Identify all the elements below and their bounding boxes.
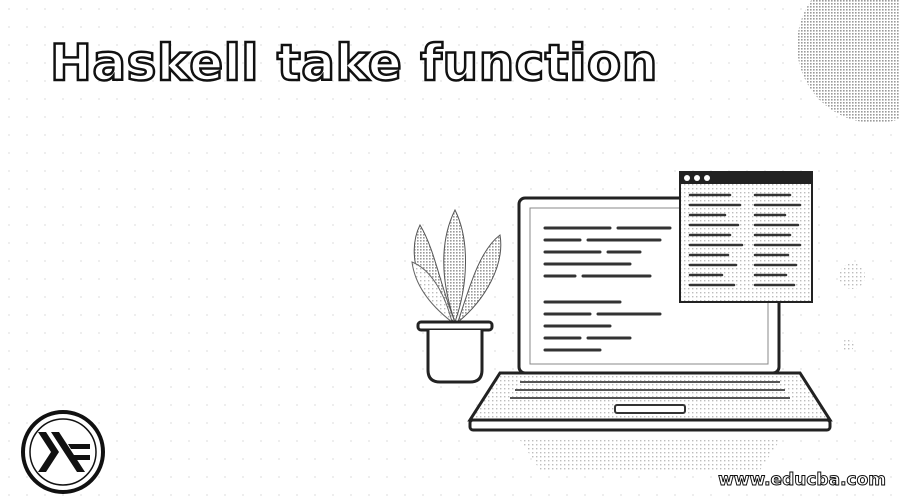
haskell-logo-icon <box>21 410 105 494</box>
code-window <box>679 171 813 303</box>
watermark-url[interactable]: www.educba.com <box>718 470 887 491</box>
plant-illustration <box>411 208 502 324</box>
page-title: Haskell take function <box>49 34 659 92</box>
decor-circle-large <box>797 0 900 123</box>
decor-dot <box>839 263 865 289</box>
decor-dot <box>842 339 854 351</box>
plant-pot <box>416 320 494 384</box>
